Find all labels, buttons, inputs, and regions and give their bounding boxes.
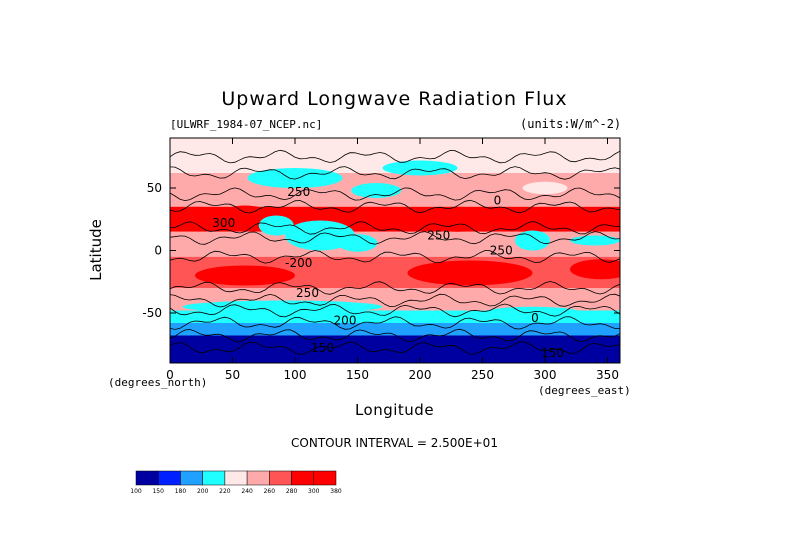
field-patch-north-pacific-cold xyxy=(351,183,402,198)
radiation-field xyxy=(170,138,620,363)
contour-line xyxy=(170,293,620,308)
colorbar-swatch xyxy=(157,470,181,486)
y-tick-label: -50 xyxy=(142,306,162,320)
field-patch-arabia-hot xyxy=(222,205,268,221)
field-band-antarctic-edge xyxy=(170,323,620,336)
contour-line xyxy=(170,341,620,355)
colorbar-swatch xyxy=(180,470,203,486)
field-patch-southern-ocean-east xyxy=(482,306,583,320)
field-patch-south-atlantic-high xyxy=(570,259,620,280)
contour-line xyxy=(170,187,620,202)
colorbar-swatch xyxy=(313,470,337,486)
x-tick-label: 0 xyxy=(166,368,174,382)
contour-line xyxy=(170,166,620,180)
contour-line xyxy=(170,303,620,318)
colorbar-label: 240 xyxy=(241,488,253,495)
colorbar-label: 150 xyxy=(152,488,164,495)
contour-line xyxy=(170,250,620,264)
x-axis-label: Longitude xyxy=(354,401,435,419)
contour-label: 200 xyxy=(334,314,357,328)
contour-label: 0 xyxy=(531,311,539,325)
contour-lines xyxy=(170,149,620,355)
contour-line xyxy=(170,231,620,245)
field-patch-south-pacific-high xyxy=(407,260,533,286)
contour-label: 150 xyxy=(541,346,564,360)
contour-label: 250 xyxy=(296,286,319,300)
field-patch-north-pacific-high xyxy=(410,206,505,232)
contour-interval-text: CONTOUR INTERVAL = 2.500E+01 xyxy=(291,436,498,450)
file-label: [ULWRF_1984-07_NCEP.nc] xyxy=(170,118,323,131)
contour-label: 0 xyxy=(494,194,502,208)
field-band-equatorial xyxy=(170,231,620,257)
contour-line xyxy=(170,328,620,343)
field-patch-siberia-cold xyxy=(247,168,343,188)
colorbar-swatch xyxy=(269,470,292,486)
colorbar: 100 150 180 200 220 240 260 280 300 380 xyxy=(130,470,342,495)
field-patch-arctic-cold xyxy=(382,160,458,176)
field-patch-pacific-cloud xyxy=(337,234,378,252)
field-patch-southern-ocean-west xyxy=(182,300,383,313)
colorbar-swatch xyxy=(224,470,248,486)
colorbar-swatch xyxy=(291,470,315,486)
colorbar-label: 100 xyxy=(130,488,142,495)
contour-line xyxy=(170,281,620,295)
contour-label: 300 xyxy=(212,216,235,230)
colorbar-swatch xyxy=(202,470,226,486)
contour-label: -200 xyxy=(285,256,312,270)
colorbar-label: 260 xyxy=(264,488,276,495)
contour-line xyxy=(170,221,620,235)
field-patch-atlantic-itcz xyxy=(570,235,620,246)
x-tick-label: 200 xyxy=(409,368,432,382)
y-axis-label: Latitude xyxy=(87,219,105,281)
field-patch-sahara-hot xyxy=(170,206,235,230)
x-tick-label: 50 xyxy=(225,368,240,382)
colorbar-label: 180 xyxy=(175,488,187,495)
field-patch-india-monsoon-cloud xyxy=(258,215,294,236)
chart-title: Upward Longwave Radiation Flux xyxy=(221,88,568,110)
x-tick-label: 250 xyxy=(471,368,494,382)
colorbar-swatch xyxy=(135,470,159,486)
y-tick-label: 50 xyxy=(147,181,162,195)
colorbar-swatch xyxy=(246,470,270,486)
colorbar-label: 380 xyxy=(330,488,342,495)
y-axis-unit: (degrees_north) xyxy=(108,376,208,389)
contour-label: 150 xyxy=(311,341,334,355)
contour-line xyxy=(170,199,620,214)
y-tick-label: 0 xyxy=(154,244,162,258)
x-tick-label: 300 xyxy=(534,368,557,382)
units-label: (units:W/m^-2) xyxy=(520,117,622,131)
contour-labels: 250 300 0 250 250 -200 250 200 0 150 150 xyxy=(212,185,564,360)
x-tick-label: 350 xyxy=(596,368,619,382)
contour-label: 250 xyxy=(427,229,450,243)
contour-line xyxy=(170,316,620,330)
field-patch-south-indian-high xyxy=(195,265,295,286)
x-tick-label: 150 xyxy=(346,368,369,382)
field-patch-central-america-cloud xyxy=(515,230,550,251)
colorbar-label: 200 xyxy=(197,488,209,495)
x-axis-unit: (degrees_east) xyxy=(538,384,631,397)
contour-label: 250 xyxy=(490,244,513,258)
colorbar-label: 220 xyxy=(219,488,231,495)
field-patch-west-sahara-hot xyxy=(596,209,620,227)
colorbar-label: 300 xyxy=(308,488,320,495)
contour-label: 250 xyxy=(287,185,310,199)
colorbar-label: 280 xyxy=(286,488,298,495)
field-patch-north-america-cool xyxy=(522,181,568,195)
contour-line xyxy=(170,149,620,164)
x-tick-label: 100 xyxy=(284,368,307,382)
